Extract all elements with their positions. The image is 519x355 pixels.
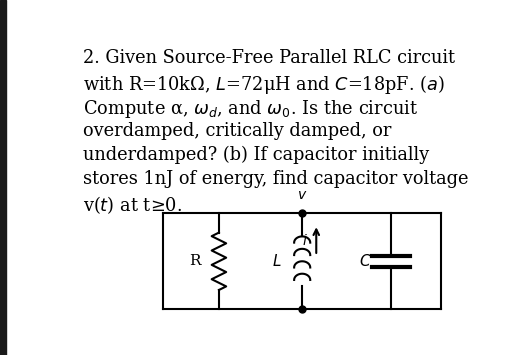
Text: with R=10kΩ, $L$=72μH and $C$=18pF. ($a$): with R=10kΩ, $L$=72μH and $C$=18pF. ($a$… — [83, 73, 445, 97]
Text: $v$: $v$ — [297, 188, 307, 202]
Text: stores 1nJ of energy, find capacitor voltage: stores 1nJ of energy, find capacitor vol… — [83, 170, 469, 188]
Text: 2. Given Source-Free Parallel RLC circuit: 2. Given Source-Free Parallel RLC circui… — [83, 49, 455, 67]
Text: $i$: $i$ — [302, 233, 307, 247]
Text: $C$: $C$ — [359, 253, 372, 269]
Text: overdamped, critically damped, or: overdamped, critically damped, or — [83, 122, 391, 140]
Text: Compute α, $\omega_d$, and $\omega_0$. Is the circuit: Compute α, $\omega_d$, and $\omega_0$. I… — [83, 98, 418, 120]
Text: v($t$) at t≥0.: v($t$) at t≥0. — [83, 194, 182, 215]
Text: underdamped? (b) If capacitor initially: underdamped? (b) If capacitor initially — [83, 146, 429, 164]
Text: R: R — [189, 254, 201, 268]
Text: $L$: $L$ — [272, 253, 282, 269]
